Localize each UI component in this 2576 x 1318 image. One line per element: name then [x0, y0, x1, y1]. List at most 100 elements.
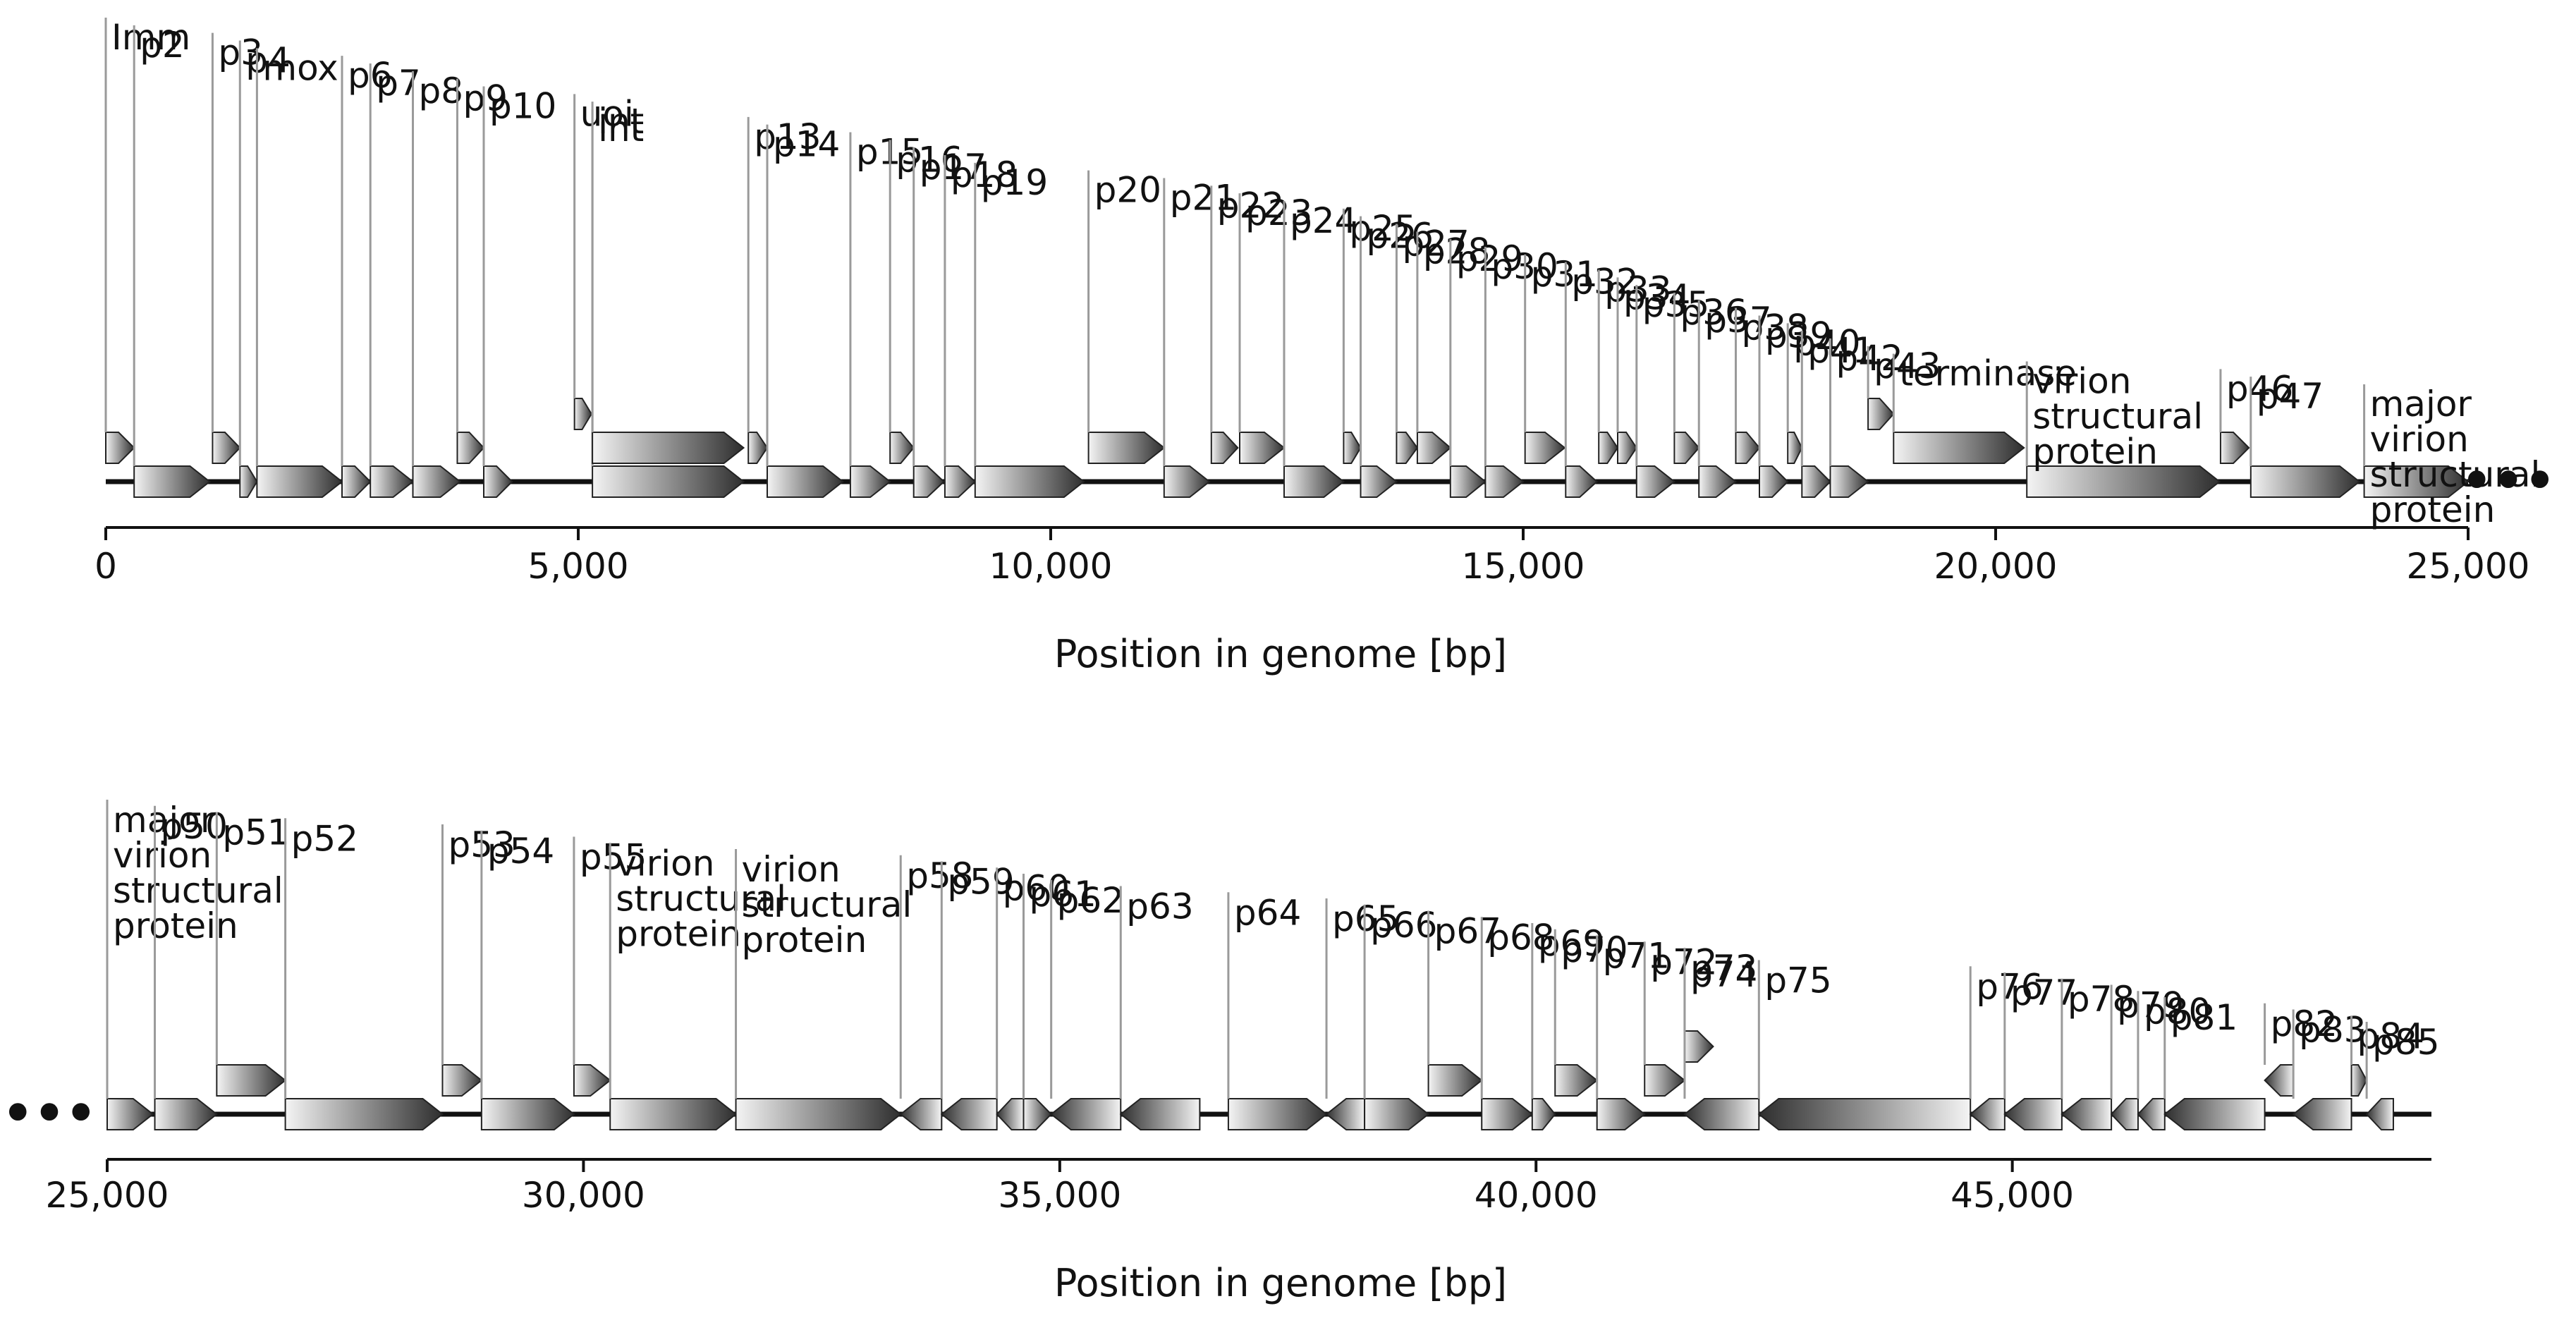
- gene-label: protein: [113, 905, 238, 946]
- gene-label: Imm: [111, 17, 190, 58]
- gene-label: p33: [1604, 269, 1671, 310]
- gene-label: p68: [1487, 917, 1554, 958]
- gene-arrow: [912, 465, 946, 498]
- gene-arrow: [1565, 465, 1599, 498]
- gene-label: p55: [580, 837, 647, 878]
- gene-arrow: [1449, 465, 1487, 498]
- x-tick-label: 40,000: [1475, 1175, 1598, 1216]
- gene-arrow: [2363, 465, 2470, 498]
- gene-label: p62: [1057, 880, 1124, 921]
- gene-arrow: [2350, 1064, 2368, 1097]
- gene-label: p80: [2144, 991, 2211, 1032]
- gene-arrow: [1360, 465, 1398, 498]
- gene-label: p29: [1456, 238, 1523, 279]
- x-tick-label: 5,000: [527, 546, 628, 587]
- gene-arrow: [1427, 1064, 1483, 1097]
- gene-label: p37: [1704, 300, 1771, 341]
- gene-label: p24: [1290, 200, 1357, 241]
- gene-label: p10: [489, 86, 556, 127]
- x-tick-label: 25,000: [46, 1175, 169, 1216]
- gene-label: p9: [463, 78, 508, 119]
- gene-label: p34: [1623, 276, 1690, 317]
- gene-label: p40: [1793, 322, 1860, 363]
- gene-arrow: [2003, 1098, 2063, 1130]
- gene-label: p41: [1807, 330, 1874, 371]
- gene-arrow: [1617, 432, 1638, 464]
- gene-arrow: [1969, 1098, 2006, 1130]
- gene-label: virion: [616, 843, 714, 884]
- gene-arrow: [889, 432, 915, 464]
- gene-arrow: [1396, 432, 1419, 464]
- gene-label: p14: [773, 124, 840, 165]
- gene-label: p85: [2372, 1022, 2439, 1063]
- gene-arrow: [2137, 1098, 2166, 1130]
- gene-arrow: [1531, 1098, 1556, 1130]
- gene-arrow: [133, 465, 212, 498]
- gene-label: p13: [754, 116, 821, 157]
- gene-arrow: [256, 465, 343, 498]
- gene-arrow: [412, 465, 462, 498]
- gene-label: structural: [2032, 396, 2203, 437]
- gene-arrow: [2250, 465, 2361, 498]
- gene-label: p54: [487, 831, 554, 872]
- gene-label: p79: [2117, 985, 2184, 1026]
- x-tick-label: 10,000: [989, 546, 1113, 587]
- gene-label: p51: [222, 812, 289, 853]
- gene-label: p59: [947, 862, 1014, 903]
- gene-arrow: [573, 1064, 611, 1097]
- gene-arrow: [1867, 398, 1895, 430]
- gene-label: mox: [262, 47, 338, 88]
- gene-label: p23: [1245, 193, 1312, 233]
- gene-arrow: [456, 432, 485, 464]
- gene-arrow: [212, 432, 241, 464]
- gene-arrow: [2365, 1098, 2394, 1130]
- gene-arrow: [1787, 432, 1803, 464]
- gene-arrow: [899, 1098, 943, 1130]
- genome-panel-bottom: 25,000 30,000 35,000 40,000 45,000majorvirio…: [46, 800, 2440, 1216]
- gene-label: p27: [1402, 224, 1469, 264]
- gene-arrow: [341, 465, 372, 498]
- gene-arrow: [106, 1098, 154, 1130]
- gene-arrow: [1416, 432, 1452, 464]
- gene-label: p83: [2299, 1010, 2366, 1051]
- gene-label: p20: [1094, 170, 1161, 211]
- gene-arrow: [609, 1098, 738, 1130]
- gene-label: terminase: [1899, 353, 2077, 394]
- x-tick-label: 15,000: [1462, 546, 1585, 587]
- gene-label: p84: [2357, 1015, 2424, 1056]
- gene-label: p64: [1234, 892, 1301, 933]
- gene-label: p52: [291, 818, 358, 859]
- gene-label: structural: [742, 884, 912, 925]
- gene-arrow: [105, 432, 135, 464]
- gene-arrow: [239, 465, 258, 498]
- gene-arrow: [2219, 432, 2250, 464]
- gene-arrow: [1343, 432, 1362, 464]
- gene-label: protein: [2032, 432, 2158, 472]
- gene-arrow: [441, 1064, 483, 1097]
- gene-label: p63: [1126, 886, 1193, 927]
- gene-label: p32: [1571, 262, 1638, 303]
- gene-label: p74: [1690, 954, 1757, 995]
- gene-arrow: [1554, 1064, 1599, 1097]
- gene-label: p75: [1764, 960, 1831, 1001]
- x-tick-label: 20,000: [1934, 546, 2058, 587]
- gene-arrow: [2110, 1098, 2139, 1130]
- gene-label: p28: [1423, 231, 1490, 271]
- gene-label: protein: [616, 913, 741, 954]
- gene-arrow: [1283, 465, 1345, 498]
- gene-arrow: [1673, 432, 1700, 464]
- x-axis-label-top: Position in genome [bp]: [1054, 632, 1507, 676]
- gene-label: p69: [1538, 923, 1605, 964]
- x-axis-label-bottom: Position in genome [bp]: [1054, 1261, 1507, 1305]
- gene-label: p78: [2068, 979, 2135, 1020]
- gene-label: p66: [1370, 905, 1437, 946]
- gene-label: p31: [1531, 254, 1598, 295]
- gene-label: p73: [1690, 948, 1757, 989]
- gene-arrow: [974, 465, 1085, 498]
- gene-arrow: [1163, 465, 1211, 498]
- gene-label: p61: [1029, 874, 1096, 915]
- gene-arrow: [1801, 465, 1831, 498]
- gene-arrow: [154, 1098, 218, 1130]
- gene-arrow: [284, 1098, 444, 1130]
- gene-label: virion: [2370, 419, 2469, 460]
